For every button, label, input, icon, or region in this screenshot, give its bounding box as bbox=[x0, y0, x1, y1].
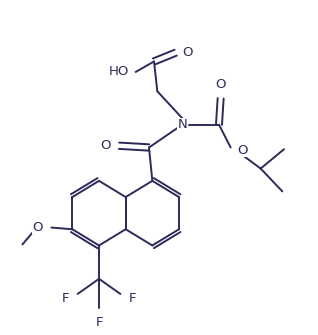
Text: O: O bbox=[100, 139, 111, 152]
Text: O: O bbox=[237, 144, 248, 157]
Text: HO: HO bbox=[109, 65, 129, 78]
Text: O: O bbox=[32, 221, 43, 234]
Text: F: F bbox=[95, 316, 103, 329]
Text: F: F bbox=[129, 292, 136, 305]
Text: O: O bbox=[215, 78, 226, 90]
Text: N: N bbox=[177, 118, 187, 131]
Text: O: O bbox=[182, 46, 193, 59]
Text: F: F bbox=[61, 292, 69, 305]
